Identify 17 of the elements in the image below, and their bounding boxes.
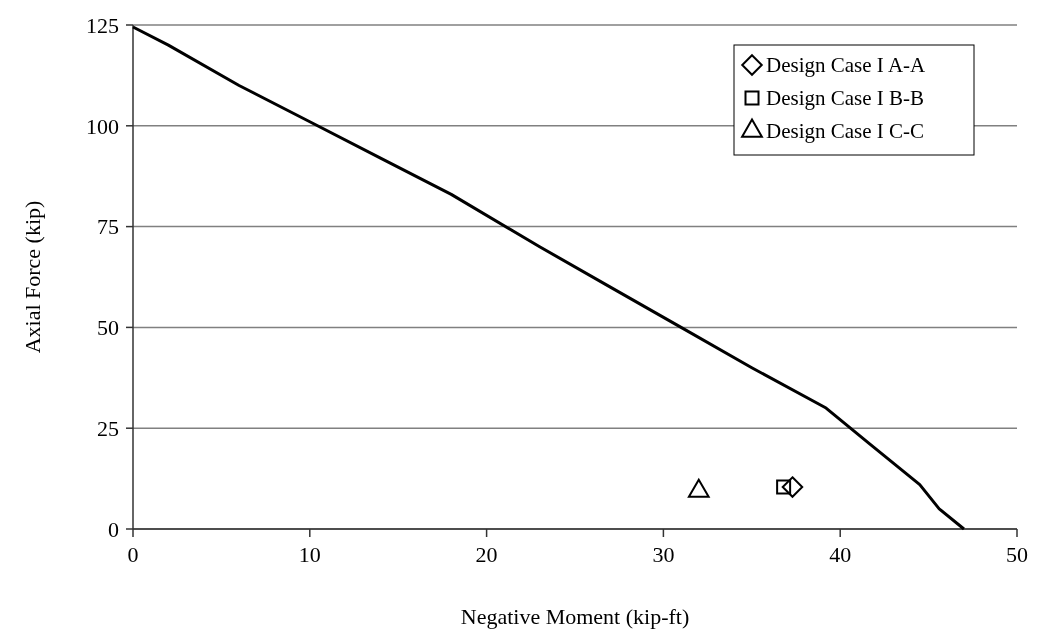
legend-label: Design Case I B-B	[766, 86, 925, 111]
y-tick-label: 50	[97, 315, 119, 341]
y-axis-title: Axial Force (kip)	[20, 200, 45, 354]
x-tick-label: 0	[127, 542, 139, 567]
x-tick-label: 50	[1006, 542, 1028, 567]
x-axis-title: Negative Moment (kip-ft)	[460, 604, 690, 629]
x-tick-label: 10	[298, 542, 321, 567]
y-tick-label: 75	[97, 214, 119, 240]
legend-label: Design Case I C-C	[766, 119, 925, 144]
x-tick-label: 40	[829, 542, 852, 567]
y-tick-label: 100	[86, 113, 119, 139]
x-tick-label: 20	[475, 542, 498, 567]
y-tick-label: 0	[108, 516, 119, 542]
x-tick-label: 30	[652, 542, 675, 567]
y-tick-label: 25	[97, 415, 119, 441]
y-tick-label: 125	[86, 12, 119, 38]
legend-label: Design Case I A-A	[766, 53, 927, 78]
